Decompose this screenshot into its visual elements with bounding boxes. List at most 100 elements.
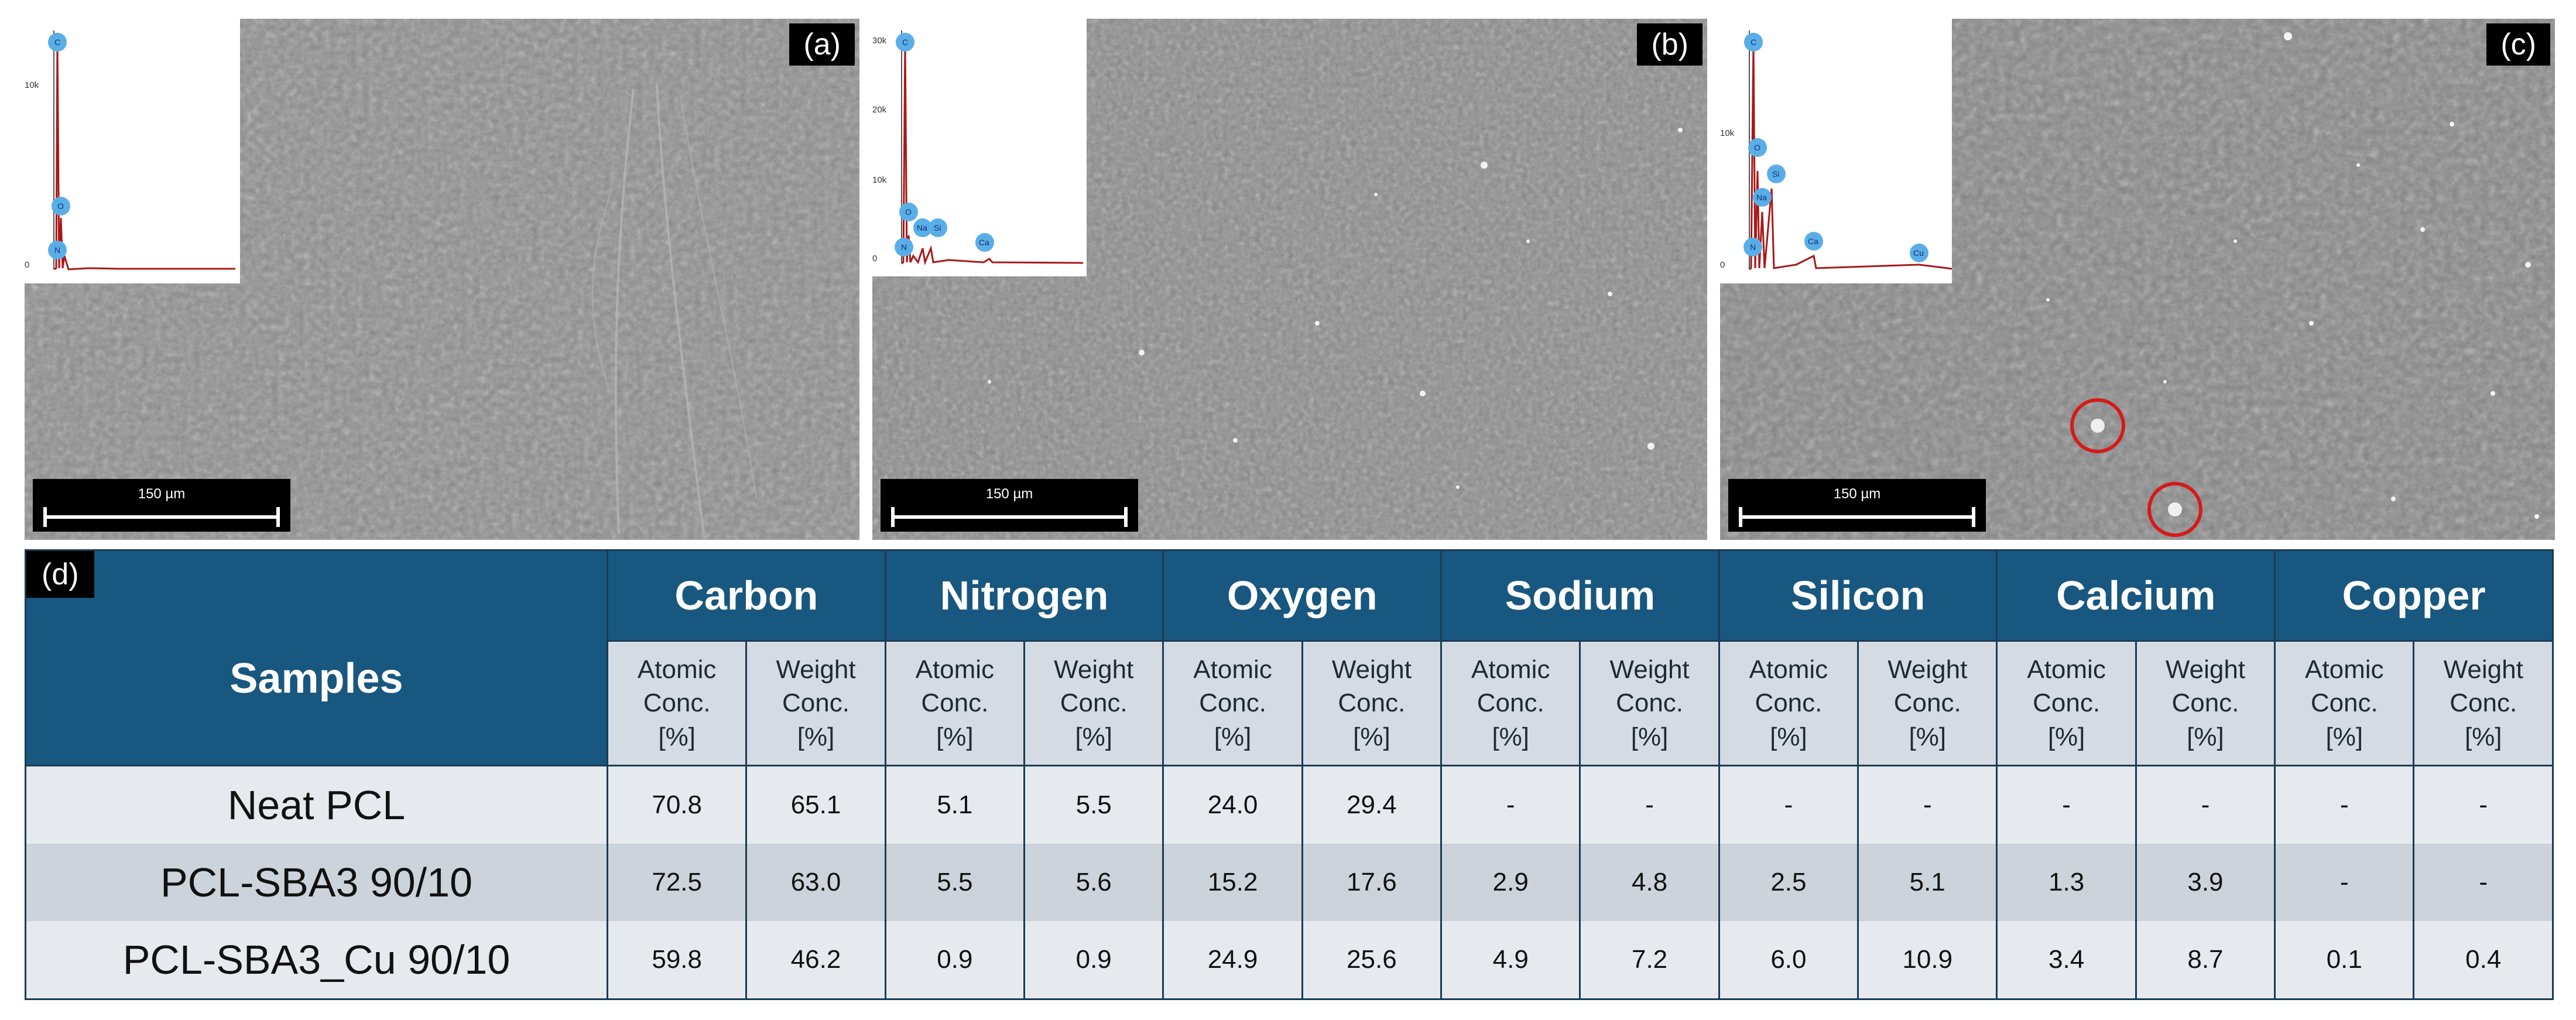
element-marker-Si-c: Si — [1767, 165, 1786, 183]
element-header-carbon: Carbon — [607, 549, 886, 642]
value-cell: 63.0 — [745, 844, 886, 921]
element-marker-N-a: N — [48, 241, 67, 259]
value-cell: 5.1 — [884, 765, 1026, 844]
value-cell: - — [2135, 765, 2276, 844]
value-cell: 70.8 — [606, 765, 748, 844]
subheader-line: Weight — [1888, 655, 1968, 684]
element-marker-C-c: C — [1744, 33, 1763, 52]
subheader-line: Weight — [1609, 655, 1690, 684]
table-row: Neat PCL 70.8 65.1 5.1 5.5 24.0 29.4- - - - - - - - — [25, 765, 2554, 844]
value-cell: 46.2 — [745, 921, 886, 1000]
subheader-line: Weight — [2165, 655, 2246, 684]
table-row: PCL-SBA3 90/10 72.5 63.0 5.5 5.6 15.2 17.6 2.9 4… — [25, 844, 2554, 921]
value-cell: 7.2 — [1579, 921, 1720, 1000]
value-cell: 0.9 — [1023, 921, 1164, 1000]
value-cell: 17.6 — [1301, 844, 1443, 921]
subheader-line: Atomic — [915, 655, 995, 684]
value-cell: - — [1996, 765, 2137, 844]
element-marker-N-c: N — [1743, 238, 1762, 256]
subheader-line: [%] — [936, 722, 974, 751]
subheader-line: Conc. — [643, 689, 711, 718]
subheader-line: Conc. — [1893, 689, 1961, 718]
svg-text:O: O — [1754, 143, 1760, 152]
subheader-line: Conc. — [2171, 689, 2239, 718]
svg-text:C: C — [1751, 37, 1756, 47]
subheader-line: Atomic — [1193, 655, 1272, 684]
subheader-line: [%] — [797, 722, 835, 751]
subheader-weight-oxygen: Weight Conc. [%] — [1301, 640, 1443, 766]
element-marker-O-b: O — [899, 203, 918, 221]
element-header-silicon: Silicon — [1718, 549, 1998, 642]
subheader-line: Conc. — [921, 689, 989, 718]
value-cell: 5.5 — [884, 844, 1026, 921]
svg-text:Ca: Ca — [979, 238, 989, 247]
value-cell: 0.9 — [884, 921, 1026, 1000]
subheader-line: [%] — [1214, 722, 1252, 751]
value-cell: 24.9 — [1162, 921, 1303, 1000]
subheader-line: Conc. — [1477, 689, 1544, 718]
subheader-atomic-sodium: Atomic Conc. [%] — [1440, 640, 1581, 766]
subheader-line: [%] — [1353, 722, 1390, 751]
value-cell: 72.5 — [606, 844, 748, 921]
value-cell: 3.4 — [1996, 921, 2137, 1000]
value-cell: - — [2274, 844, 2415, 921]
table-body: Neat PCL 70.8 65.1 5.1 5.5 24.0 29.4- - - - - - - - PC… — [25, 765, 2554, 1000]
subheader-line: [%] — [1492, 722, 1530, 751]
composition-table-section: (d) Samples Carbon Nitrogen Oxygen Sodiu… — [25, 549, 2554, 1000]
value-cell: 15.2 — [1162, 844, 1303, 921]
element-marker-O-c: O — [1748, 138, 1767, 157]
sem-panel-c: 10k 0 C O Si Na N Ca Cu (c) 150 µm — [1720, 19, 2555, 540]
subheader-line: Atomic — [1471, 655, 1550, 684]
value-cell: 4.9 — [1440, 921, 1581, 1000]
svg-text:O: O — [905, 207, 912, 217]
sample-name-cell: PCL-SBA3 90/10 — [25, 844, 608, 921]
y-tick-10k-c: 10k — [1720, 128, 1735, 138]
element-header-oxygen: Oxygen — [1162, 549, 1443, 642]
subheader-line: [%] — [2464, 722, 2502, 751]
subheader-line: [%] — [2047, 722, 2085, 751]
composition-table: (d) Samples Carbon Nitrogen Oxygen Sodiu… — [25, 549, 2554, 1000]
subheader-line: Atomic — [637, 655, 717, 684]
value-cell: 5.1 — [1857, 844, 1998, 921]
element-marker-O-a: O — [52, 197, 70, 215]
value-cell: 5.6 — [1023, 844, 1164, 921]
table-row: PCL-SBA3_Cu 90/10 59.8 46.2 0.9 0.9 24.9 25.6 4… — [25, 921, 2554, 1000]
scale-bar-a: 150 µm — [33, 479, 290, 532]
sem-panel-a: 10k 0 C O N (a) 150 µm — [25, 19, 859, 540]
sem-panel-b: 30k 20k 10k 0 C O N Na Si Ca (b) 150 µm — [872, 19, 1707, 540]
svg-text:Na: Na — [1756, 193, 1767, 202]
eds-spectrum-inset-a: 10k 0 C O N — [25, 19, 240, 283]
subheader-line: [%] — [1770, 722, 1807, 751]
subheader-line: Conc. — [1755, 689, 1823, 718]
svg-text:Cu: Cu — [1913, 248, 1924, 258]
svg-text:C: C — [902, 37, 908, 47]
subheader-line: Conc. — [782, 689, 849, 718]
subheader-line: Weight — [1331, 655, 1412, 684]
element-marker-N-b: N — [895, 238, 913, 256]
value-cell: 6.0 — [1718, 921, 1859, 1000]
subheader-line: [%] — [1075, 722, 1112, 751]
subheader-weight-sodium: Weight Conc. [%] — [1579, 640, 1720, 766]
element-header-nitrogen: Nitrogen — [884, 549, 1164, 642]
element-header-sodium: Sodium — [1440, 549, 1720, 642]
value-cell: 65.1 — [745, 765, 886, 844]
subheader-weight-silicon: Weight Conc. [%] — [1857, 640, 1998, 766]
element-marker-C-a: C — [48, 33, 67, 52]
subheader-line: Conc. — [2450, 689, 2517, 718]
y-tick-30k-b: 30k — [872, 36, 887, 46]
subheader-atomic-oxygen: Atomic Conc. [%] — [1162, 640, 1303, 766]
subheader-line: Conc. — [1199, 689, 1267, 718]
y-tick-10k-b: 10k — [872, 175, 887, 185]
sample-name-cell: PCL-SBA3_Cu 90/10 — [25, 921, 608, 1000]
sample-name-cell: Neat PCL — [25, 765, 608, 844]
y-tick-20k-b: 20k — [872, 105, 887, 115]
svg-text:Na: Na — [917, 223, 927, 232]
subheader-atomic-nitrogen: Atomic Conc. [%] — [884, 640, 1026, 766]
value-cell: 0.1 — [2274, 921, 2415, 1000]
value-cell: 10.9 — [1857, 921, 1998, 1000]
value-cell: 5.5 — [1023, 765, 1164, 844]
value-cell: 29.4 — [1301, 765, 1443, 844]
svg-text:Si: Si — [1772, 169, 1779, 179]
subheader-line: [%] — [2187, 722, 2224, 751]
subheader-line: Atomic — [2027, 655, 2106, 684]
